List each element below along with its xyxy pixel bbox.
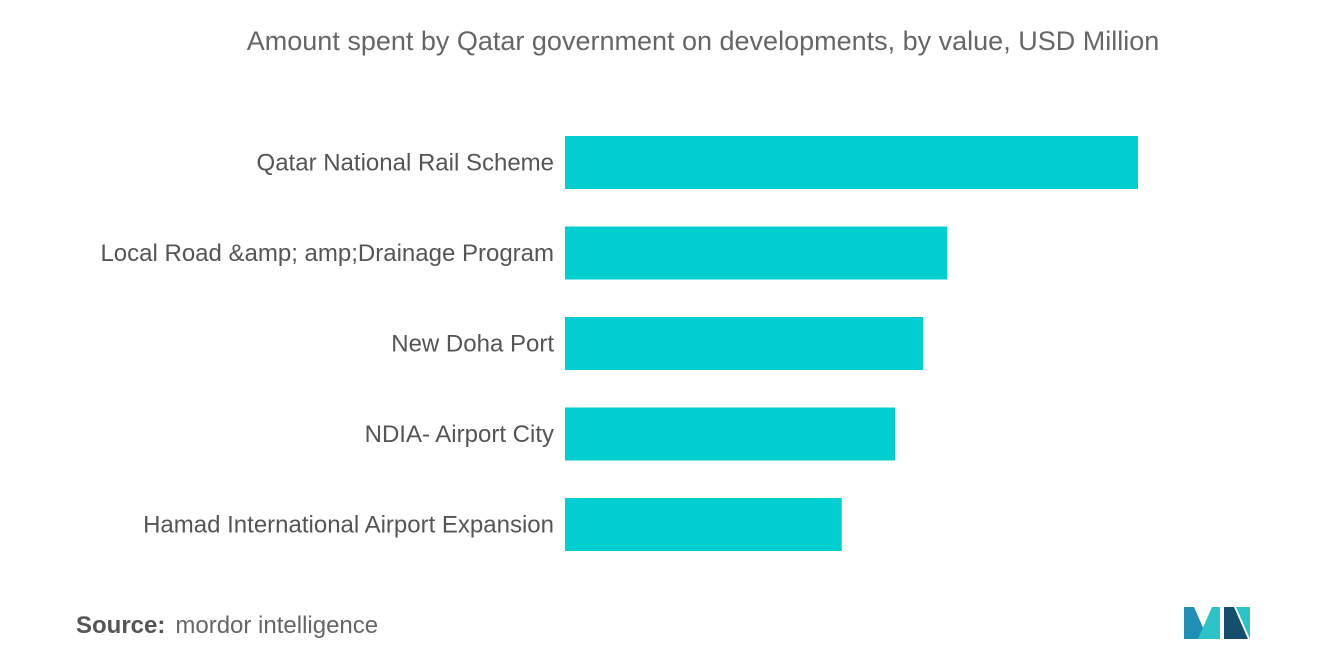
- category-label-4: Hamad International Airport Expansion: [143, 512, 554, 539]
- bar-1: [565, 226, 948, 280]
- mordor-intelligence-logo-icon: [1184, 607, 1250, 639]
- source-label: Source:: [76, 612, 166, 639]
- bar-2: [565, 317, 924, 370]
- category-label-1: Local Road &amp; amp;Drainage Program: [100, 240, 554, 267]
- bars-group: [565, 136, 1138, 551]
- bar-0: [565, 136, 1138, 189]
- bar-3: [565, 407, 896, 461]
- category-label-2: New Doha Port: [391, 331, 554, 358]
- chart-title: Amount spent by Qatar government on deve…: [247, 26, 1159, 56]
- category-label-3: NDIA- Airport City: [365, 421, 554, 448]
- bar-4: [565, 498, 842, 551]
- category-labels: Qatar National Rail Scheme Local Road &am…: [100, 150, 554, 539]
- source-note: Source: mordor intelligence: [76, 612, 378, 640]
- category-label-0: Qatar National Rail Scheme: [257, 150, 554, 177]
- source-text: mordor intelligence: [175, 612, 379, 639]
